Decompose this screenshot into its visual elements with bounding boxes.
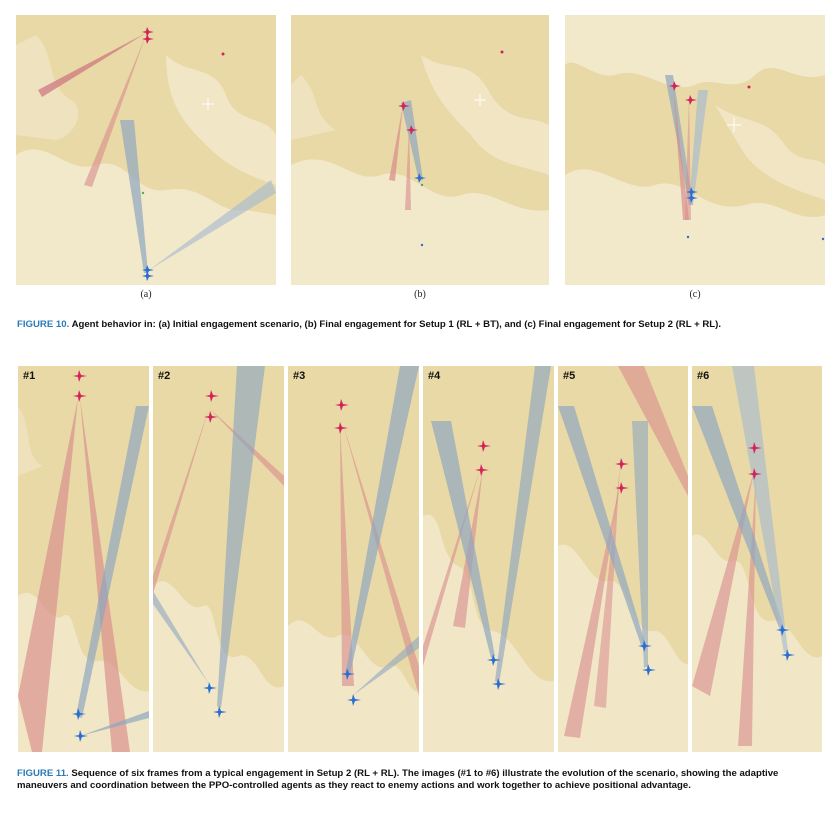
frame-label: #1 [23,370,36,382]
fig10-panel-a [16,15,276,285]
blue-cone [401,100,423,181]
blue-aircraft-icon [686,193,698,203]
fig11-frame-6: #6 [692,366,822,752]
blue-cone [352,636,419,696]
red-aircraft-icon [477,440,491,452]
fig10-label-a: (a) [140,289,152,300]
blue-cone [689,90,708,205]
blue-aircraft-icon [142,271,154,281]
blue-cone [80,711,149,736]
blue-aircraft-icon [142,265,154,275]
figure11-caption-label: FIGURE 11. [17,768,69,779]
blue-cone [495,366,551,684]
red-aircraft-icon [398,101,410,111]
blue-cone [692,406,784,630]
red-aircraft-icon [335,399,349,411]
red-cone [389,105,403,181]
figure11-caption: FIGURE 11. Sequence of six frames from a… [17,768,817,792]
blue-aircraft-icon [776,624,790,636]
fig10-panel-b [291,15,549,285]
blue-aircraft-icon [492,678,506,690]
blue-aircraft-icon [487,654,501,666]
blue-aircraft-icon [347,694,361,706]
blue-cone [217,366,265,708]
red-aircraft-icon [73,390,87,402]
fig11-frame-4: #4 [423,366,554,752]
figure11-caption-text: Sequence of six frames from a typical en… [17,768,779,791]
red-aircraft-icon [615,458,629,470]
frame-label: #4 [428,370,441,382]
fig11-frame-1: #1 [18,366,149,752]
frame-label: #5 [563,370,576,382]
red-cone [153,408,209,594]
red-cone [594,466,620,708]
blue-aircraft-icon [213,706,227,718]
red-aircraft-icon [669,81,681,91]
figure10-caption-text: Agent behavior in: (a) Initial engagemen… [71,319,721,330]
red-cone [38,33,146,97]
red-aircraft-icon [142,27,154,37]
blue-cone [120,120,148,273]
fig10-label-c: (c) [689,289,701,300]
blue-cone [76,406,149,718]
fig10-panel-b-map [291,15,549,285]
blue-aircraft-icon [203,682,217,694]
red-aircraft-icon [142,34,154,44]
blue-aircraft-icon [74,730,88,742]
red-aircraft-icon [205,390,219,402]
red-cone [343,424,419,696]
red-aircraft-icon [334,422,348,434]
figure10-caption: FIGURE 10. Agent behavior in: (a) Initia… [17,319,817,331]
red-aircraft-icon [73,370,87,382]
red-aircraft-icon [475,464,489,476]
red-cone [685,97,691,220]
red-cone [564,484,620,738]
fig10-label-b: (b) [414,289,426,300]
red-aircraft-icon [685,95,697,105]
blue-aircraft-icon [638,640,652,652]
blue-cone [732,366,788,653]
blue-aircraft-icon [341,668,355,680]
red-cone [405,127,411,210]
red-cone [673,85,689,220]
blue-aircraft-icon [642,664,656,676]
blue-aircraft-icon [414,173,426,183]
blue-aircraft-icon [781,649,795,661]
figure10-caption-label: FIGURE 10. [17,319,70,330]
red-aircraft-icon [204,411,218,423]
red-aircraft-icon [748,468,762,480]
blue-cone [149,180,276,270]
blue-cone [431,421,495,658]
fig11-frame-3: #3 [288,366,419,752]
fig10-panel-c-map [565,15,825,285]
frame-label: #3 [293,370,306,382]
blue-cone [558,406,646,648]
blue-aircraft-icon [72,708,86,720]
red-cone [692,471,754,696]
red-cone [618,366,688,496]
frame-label: #2 [158,370,171,382]
red-aircraft-icon [748,442,762,454]
fig10-panel-a-map [16,15,276,285]
red-cone [340,424,354,686]
frame-label: #6 [697,370,710,382]
red-cone [18,398,78,752]
fig10-panel-c [565,15,825,285]
red-cone [84,35,146,187]
blue-cone [632,421,648,668]
blue-cone [346,366,419,674]
fig11-frame-2: #2 [153,366,284,752]
blue-aircraft-icon [686,187,698,197]
fig11-frame-5: #5 [558,366,688,752]
red-aircraft-icon [406,125,418,135]
red-aircraft-icon [615,482,629,494]
blue-cone [153,591,209,684]
